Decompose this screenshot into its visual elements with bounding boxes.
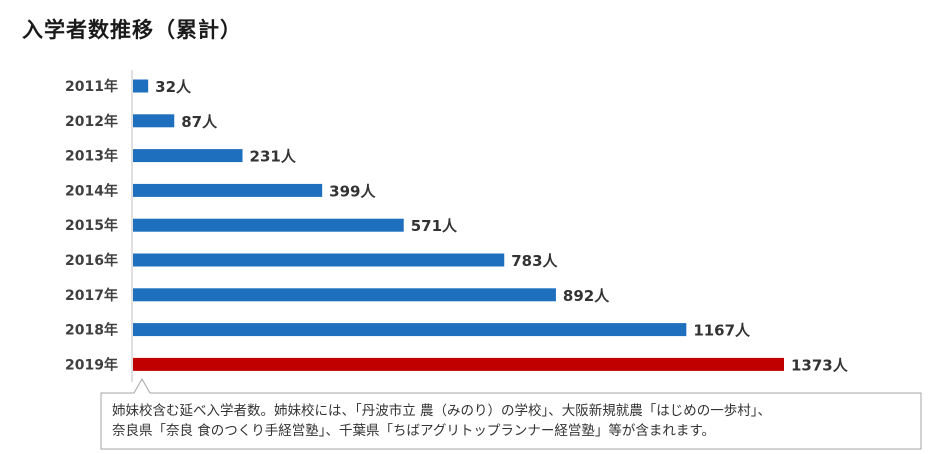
data-label: 399人 — [329, 182, 376, 200]
bar — [133, 357, 784, 371]
data-label: 1373人 — [791, 356, 849, 374]
footnote-line-1: 姉妹校含む延べ入学者数。姉妹校には、「丹波市立 農（みのり）の学校」、大阪新規就… — [112, 403, 772, 419]
data-label: 571人 — [411, 217, 458, 235]
y-tick-label: 2015年 — [65, 217, 118, 234]
bar — [133, 114, 175, 128]
bar — [133, 149, 243, 163]
y-tick-label: 2018年 — [65, 322, 118, 339]
bar — [133, 253, 505, 267]
y-tick-label: 2019年 — [65, 356, 118, 373]
bar — [133, 79, 149, 93]
bar — [133, 323, 687, 337]
y-tick-label: 2016年 — [65, 252, 118, 269]
bars-layer: 2011年 32人 2012年 87人 2013年 231人 2014年 399人 2015年 5… — [65, 78, 849, 374]
data-label: 32人 — [155, 78, 192, 96]
data-label: 87人 — [181, 113, 218, 131]
y-tick-label: 2012年 — [65, 113, 118, 130]
y-tick-label: 2017年 — [65, 287, 118, 304]
footnote-line-2: 奈良県「奈良 食のつくり手経営塾」、千葉県「ちばアグリトップランナー経営塾」等が… — [112, 423, 716, 439]
bar — [133, 218, 404, 232]
chart-title: 入学者数推移（累計） — [22, 18, 242, 42]
bar — [133, 183, 323, 197]
bar — [133, 288, 556, 302]
data-label: 783人 — [511, 252, 558, 270]
footnote: 姉妹校含む延べ入学者数。姉妹校には、「丹波市立 農（みのり）の学校」、大阪新規就… — [112, 401, 922, 441]
data-label: 892人 — [563, 287, 610, 305]
y-tick-label: 2013年 — [65, 148, 118, 165]
y-tick-label: 2011年 — [65, 78, 118, 95]
data-label: 231人 — [250, 148, 297, 166]
note-callout-outline — [100, 377, 922, 450]
y-tick-label: 2014年 — [65, 182, 118, 199]
data-label: 1167人 — [693, 322, 751, 340]
